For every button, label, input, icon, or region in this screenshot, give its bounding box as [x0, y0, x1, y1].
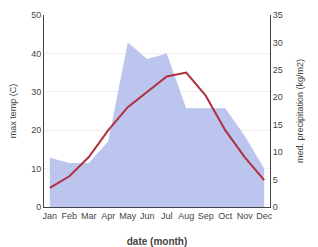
- svg-text:35: 35: [273, 10, 283, 20]
- svg-text:0: 0: [273, 202, 278, 212]
- svg-text:Nov: Nov: [237, 211, 254, 221]
- svg-text:Jan: Jan: [43, 211, 58, 221]
- svg-text:Aug: Aug: [178, 211, 194, 221]
- svg-text:0: 0: [36, 202, 41, 212]
- svg-text:Sep: Sep: [198, 211, 214, 221]
- svg-text:40: 40: [31, 49, 41, 59]
- svg-text:Dec: Dec: [256, 211, 273, 221]
- svg-text:Mar: Mar: [81, 211, 97, 221]
- svg-text:20: 20: [273, 92, 283, 102]
- svg-text:5: 5: [273, 175, 278, 185]
- svg-text:Oct: Oct: [218, 211, 233, 221]
- svg-text:max temp (C): max temp (C): [8, 84, 18, 139]
- svg-text:date (month): date (month): [127, 236, 188, 247]
- svg-text:15: 15: [273, 120, 283, 130]
- svg-text:Apr: Apr: [101, 211, 115, 221]
- svg-text:10: 10: [273, 147, 283, 157]
- svg-text:Feb: Feb: [62, 211, 78, 221]
- svg-text:Jul: Jul: [161, 211, 173, 221]
- svg-text:May: May: [119, 211, 137, 221]
- svg-text:med. precipitation (kg/m2): med. precipitation (kg/m2): [295, 59, 305, 163]
- svg-text:30: 30: [273, 38, 283, 48]
- svg-text:Jun: Jun: [140, 211, 155, 221]
- svg-text:10: 10: [31, 164, 41, 174]
- svg-text:20: 20: [31, 125, 41, 135]
- svg-text:25: 25: [273, 65, 283, 75]
- svg-text:30: 30: [31, 87, 41, 97]
- svg-text:50: 50: [31, 10, 41, 20]
